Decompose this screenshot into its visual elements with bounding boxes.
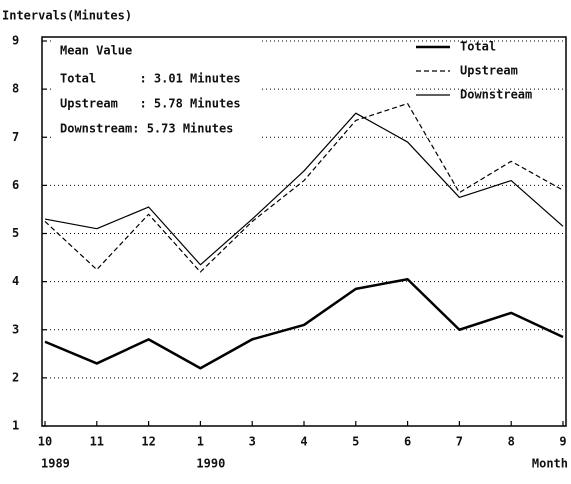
legend-label: Total [460,40,496,54]
y-tick-label: 4 [12,274,19,288]
x-tick-label: 1 [197,435,204,449]
x-tick-label: 5 [352,435,359,449]
x-tick-label: 6 [404,435,411,449]
annotation-title: Mean Value [60,44,132,58]
x-tick-label: 7 [456,435,463,449]
y-tick-label: 1 [12,419,19,433]
x-tick-label: 9 [559,435,566,449]
legend-label: Upstream [460,64,518,78]
y-tick-label: 3 [12,322,19,336]
y-tick-label: 5 [12,226,19,240]
x-sublabel: 1989 [41,457,70,471]
x-tick-label: 8 [508,435,515,449]
y-tick-label: 2 [12,370,19,384]
y-tick-label: 9 [12,34,19,48]
x-tick-label: 3 [249,435,256,449]
y-tick-label: 8 [12,82,19,96]
series-line [44,112,564,266]
series-line [44,277,564,370]
legend-label: Downstream [460,88,532,102]
y-tick-label: 6 [12,178,19,192]
x-tick-label: 12 [141,435,155,449]
x-tick-label: 10 [38,435,52,449]
annotation-line: Total : 3.01 Minutes [60,72,241,86]
y-axis-label: Intervals(Minutes) [2,9,132,23]
annotation-line: Downstream: 5.73 Minutes [60,122,233,136]
annotation-line: Upstream : 5.78 Minutes [60,97,241,111]
y-tick-label: 7 [12,130,19,144]
x-sublabel: 1990 [196,457,225,471]
series-line [44,102,564,273]
x-tick-label: 11 [90,435,104,449]
x-tick-label: 4 [300,435,307,449]
x-axis-label: Month [532,457,568,471]
annotation-bg [52,38,262,142]
